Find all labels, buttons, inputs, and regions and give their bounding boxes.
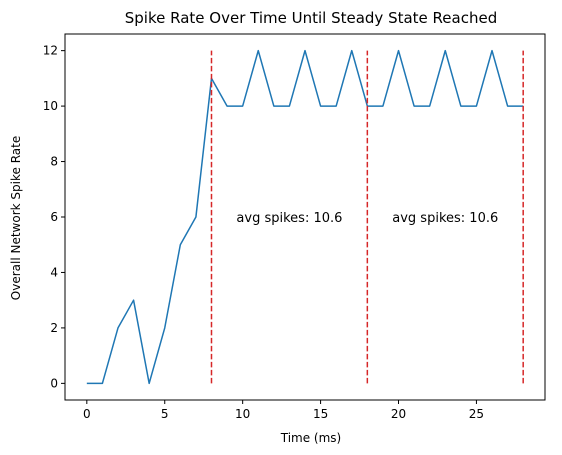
x-tick-label: 0 bbox=[83, 407, 91, 421]
y-tick-label: 4 bbox=[50, 265, 58, 279]
series-line bbox=[86, 49, 524, 385]
chart-title: Spike Rate Over Time Until Steady State … bbox=[125, 9, 497, 27]
y-tick-label: 6 bbox=[50, 210, 58, 224]
y-tick-label: 2 bbox=[50, 321, 58, 335]
x-axis-label: Time (ms) bbox=[280, 431, 342, 445]
y-axis-label: Overall Network Spike Rate bbox=[9, 136, 23, 300]
y-tick-label: 8 bbox=[50, 155, 58, 169]
x-axis: 0 5 10 15 20 25 bbox=[83, 400, 484, 421]
avg-spikes-annotation: avg spikes: 10.6 bbox=[392, 211, 498, 226]
avg-spikes-annotation: avg spikes: 10.6 bbox=[236, 211, 342, 226]
y-tick-label: 10 bbox=[43, 99, 58, 113]
x-tick-label: 5 bbox=[161, 407, 169, 421]
y-axis: 0 2 4 6 8 10 12 bbox=[43, 44, 65, 390]
y-tick-label: 12 bbox=[43, 44, 58, 58]
y-tick-label: 0 bbox=[50, 376, 58, 390]
plot-area: avg spikes: 10.6 avg spikes: 10.6 bbox=[86, 49, 524, 385]
x-tick-label: 15 bbox=[313, 407, 328, 421]
x-tick-label: 10 bbox=[235, 407, 250, 421]
x-tick-label: 25 bbox=[469, 407, 484, 421]
x-tick-label: 20 bbox=[391, 407, 406, 421]
